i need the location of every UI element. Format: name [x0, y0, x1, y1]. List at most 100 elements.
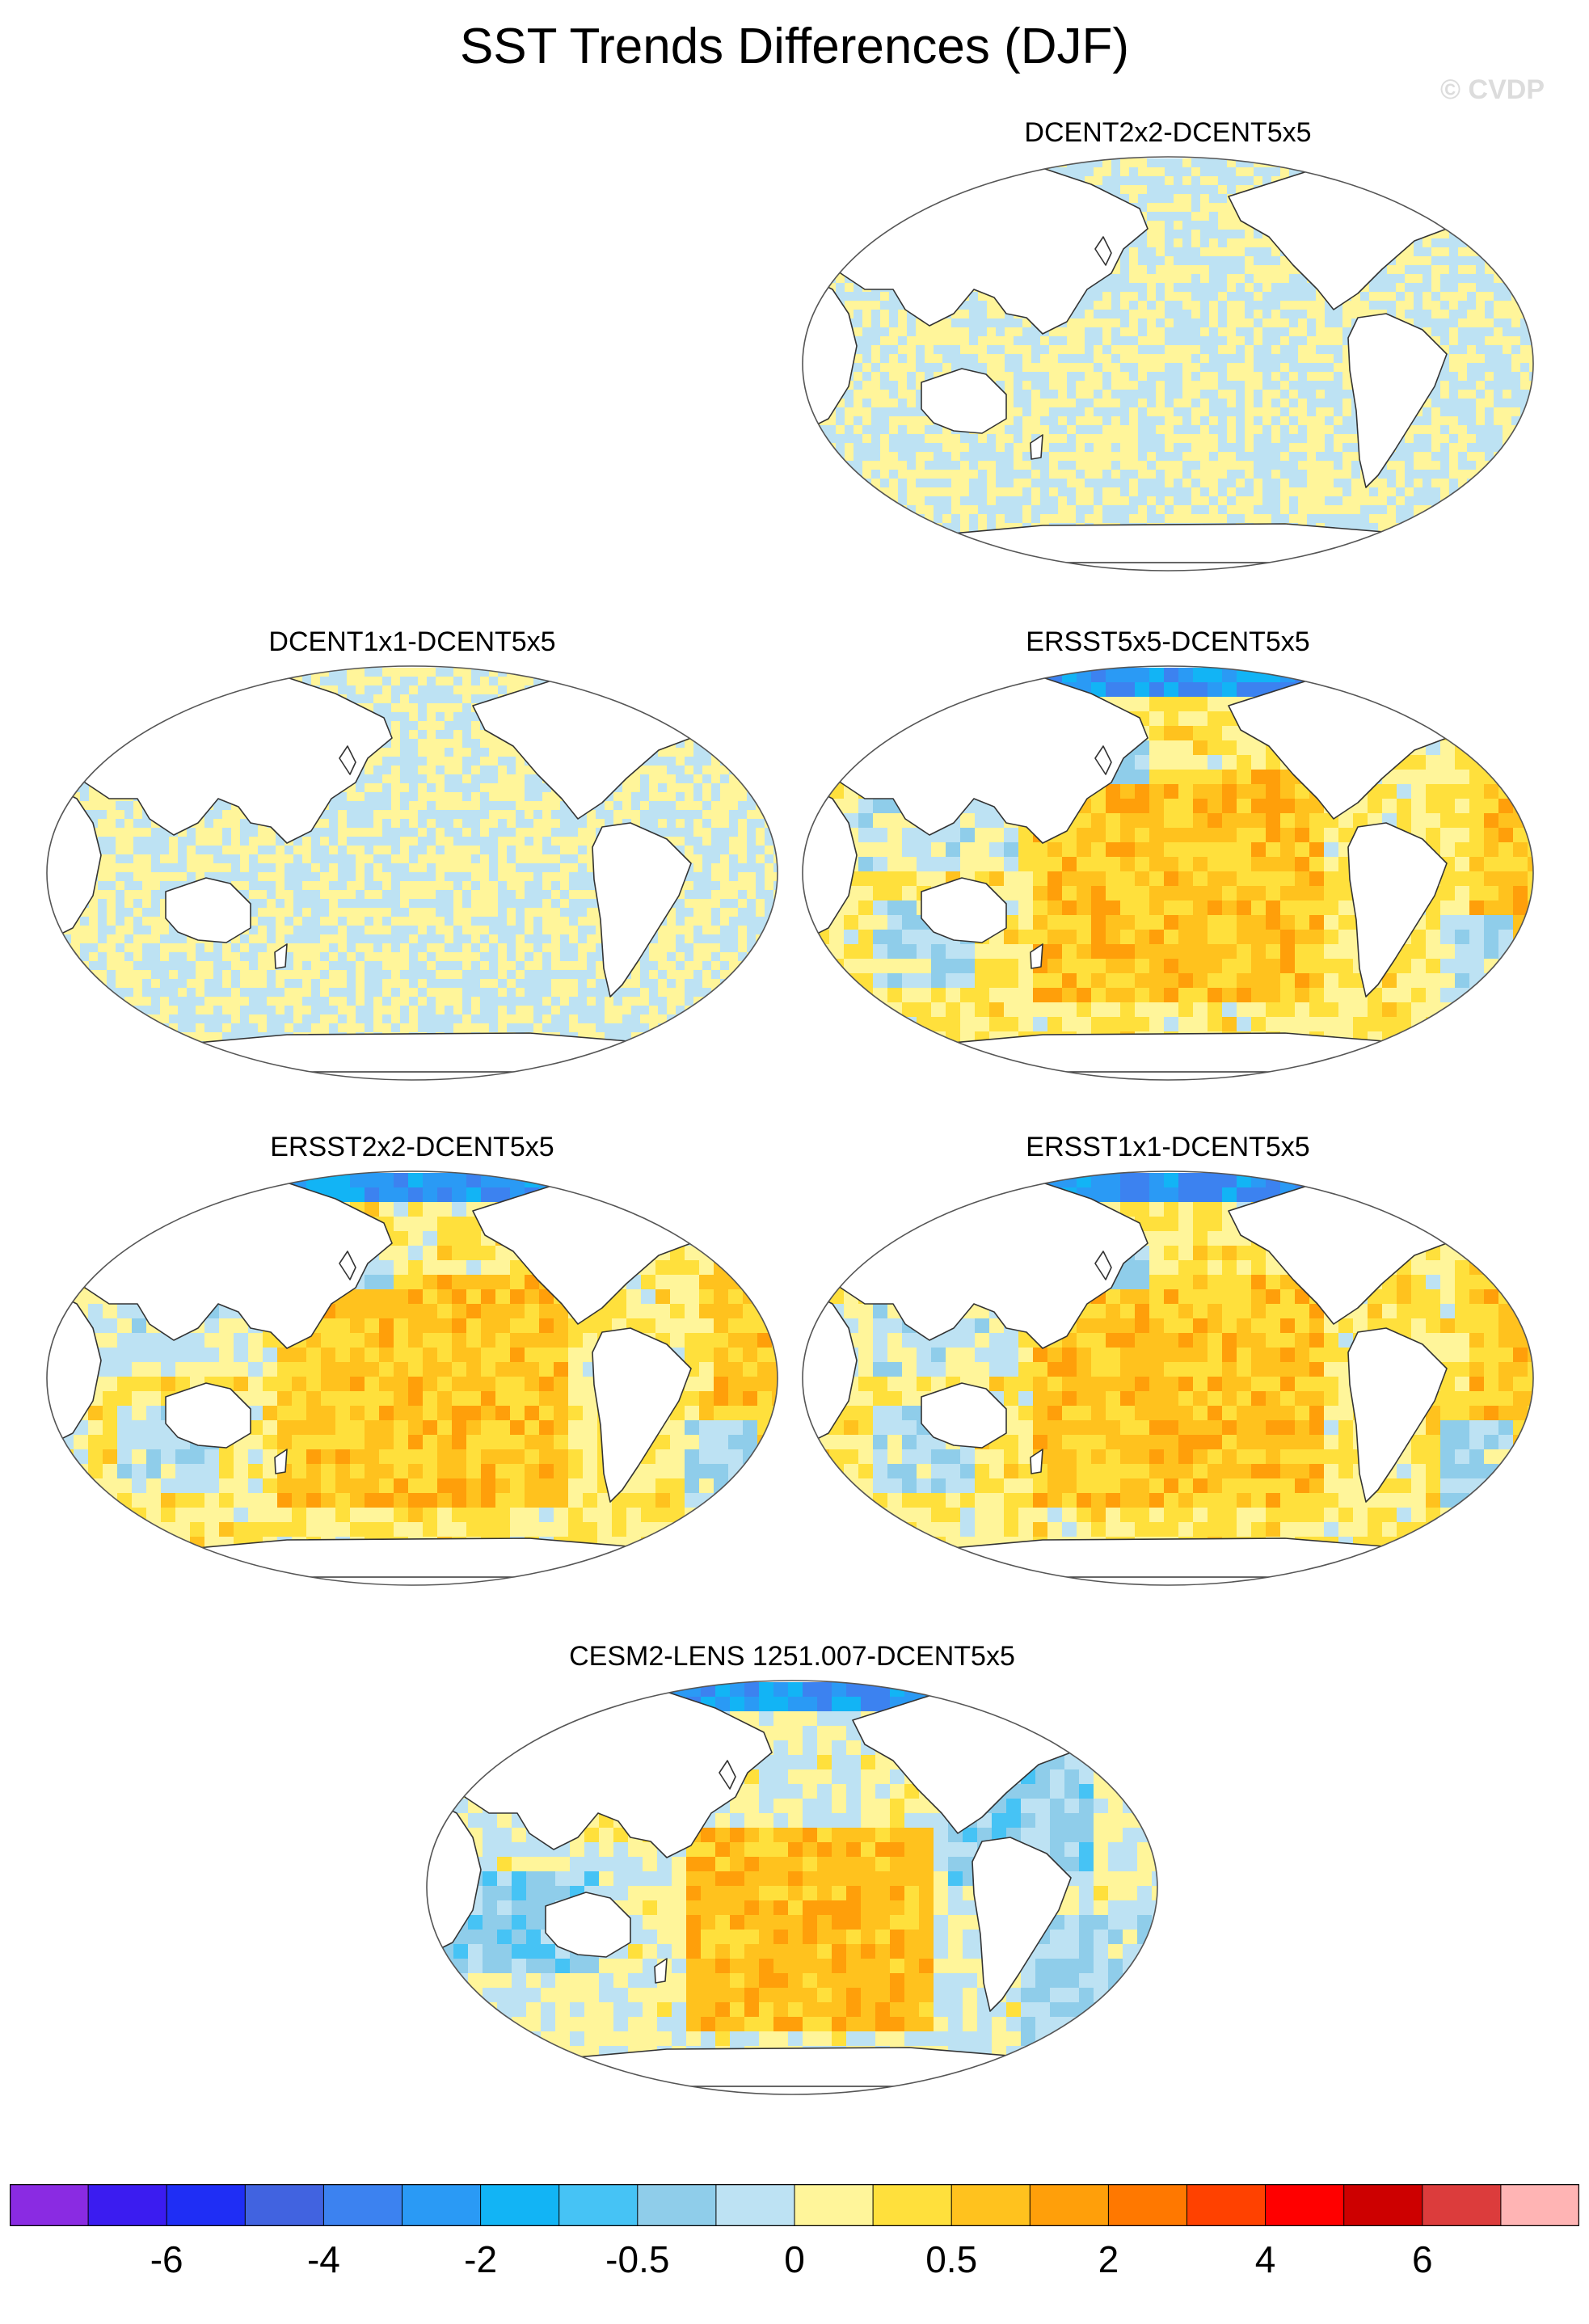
sst-cell	[1147, 274, 1157, 284]
sst-cell	[987, 336, 997, 346]
sst-cell	[1138, 514, 1148, 524]
sst-cell	[1209, 238, 1219, 248]
sst-cell	[1494, 212, 1503, 221]
sst-cell	[1520, 176, 1530, 186]
sst-cell	[47, 685, 54, 695]
sst-cell	[845, 399, 854, 408]
sst-cell	[773, 694, 778, 704]
sst-cell	[880, 221, 890, 230]
sst-cell	[1129, 265, 1139, 275]
sst-cell	[1174, 372, 1183, 382]
sst-cell	[1209, 256, 1219, 266]
sst-cell	[685, 712, 694, 722]
sst-cell	[1209, 452, 1219, 462]
sst-cell	[1529, 158, 1533, 168]
sst-cell	[1520, 532, 1530, 542]
sst-cell	[711, 694, 721, 704]
sst-cell	[1245, 256, 1254, 266]
sst-cell	[1511, 496, 1521, 506]
sst-cell	[1396, 310, 1406, 319]
sst-cell	[747, 739, 757, 749]
sst-cell	[1271, 479, 1281, 488]
sst-cell	[1245, 336, 1254, 346]
sst-cell	[1520, 203, 1530, 213]
sst-cell	[773, 766, 778, 775]
sst-cell	[969, 496, 979, 506]
sst-cell	[942, 318, 952, 328]
sst-cell	[1289, 310, 1299, 319]
sst-cell	[116, 694, 125, 704]
sst-cell	[382, 685, 392, 695]
sst-cell	[53, 721, 63, 731]
sst-cell	[1138, 292, 1148, 302]
sst-cell	[845, 470, 854, 479]
sst-cell	[1316, 416, 1326, 426]
sst-cell	[1440, 452, 1450, 462]
sst-cell	[1236, 230, 1245, 239]
sst-cell	[1111, 265, 1121, 275]
sst-cell	[1245, 310, 1254, 319]
sst-cell	[729, 721, 739, 731]
sst-cell	[1218, 381, 1228, 390]
sst-cell	[1022, 452, 1032, 462]
sst-cell	[658, 685, 668, 695]
sst-cell	[1200, 363, 1210, 373]
sst-cell	[1147, 505, 1157, 515]
sst-cell	[1334, 167, 1343, 177]
sst-cell	[1307, 470, 1317, 479]
sst-cell	[1520, 345, 1530, 355]
sst-cell	[1529, 238, 1533, 248]
sst-cell	[1067, 470, 1077, 479]
sst-cell	[773, 721, 778, 731]
sst-cell	[1129, 372, 1139, 382]
sst-cell	[1325, 443, 1334, 453]
sst-cell	[658, 766, 668, 775]
sst-cell	[1520, 381, 1530, 390]
sst-cell	[1236, 434, 1245, 444]
sst-cell	[1067, 514, 1077, 524]
sst-cell	[862, 185, 872, 195]
sst-cell	[400, 774, 410, 784]
sst-cell	[453, 694, 463, 704]
sst-cell	[631, 668, 641, 677]
sst-cell	[854, 212, 863, 221]
sst-cell	[836, 292, 845, 302]
sst-cell	[871, 318, 881, 328]
sst-cell	[942, 514, 952, 524]
sst-cell	[1396, 167, 1406, 177]
sst-cell	[1165, 452, 1174, 462]
sst-cell	[818, 167, 828, 177]
sst-cell	[803, 514, 810, 524]
sst-cell	[1191, 452, 1201, 462]
sst-cell	[1467, 443, 1477, 453]
sst-cell	[391, 774, 401, 784]
sst-cell	[1440, 399, 1450, 408]
sst-cell	[1414, 505, 1423, 515]
sst-cell	[1165, 230, 1174, 239]
sst-cell	[862, 301, 872, 310]
sst-cell	[1280, 318, 1290, 328]
sst-cell	[942, 327, 952, 337]
sst-cell	[987, 514, 997, 524]
sst-cell	[1449, 194, 1459, 204]
sst-cell	[862, 176, 872, 186]
map-panel-dcent1x1: DCENT1x1-DCENT5x5	[44, 622, 780, 1082]
sst-cell	[436, 703, 445, 713]
sst-cell	[1200, 479, 1210, 488]
sst-cell	[1520, 336, 1530, 346]
sst-cell	[1316, 452, 1326, 462]
sst-cell	[969, 363, 979, 373]
sst-cell	[1005, 318, 1014, 328]
sst-cell	[1280, 274, 1290, 284]
sst-cell	[685, 739, 694, 749]
sst-cell	[427, 757, 436, 766]
sst-cell	[489, 668, 499, 677]
sst-cell	[1120, 283, 1130, 293]
sst-cell	[1245, 301, 1254, 310]
sst-cell	[996, 363, 1005, 373]
sst-cell	[1076, 434, 1085, 444]
sst-cell	[1360, 541, 1370, 550]
sst-cell	[427, 703, 436, 713]
sst-cell	[1165, 381, 1174, 390]
sst-cell	[960, 505, 970, 515]
